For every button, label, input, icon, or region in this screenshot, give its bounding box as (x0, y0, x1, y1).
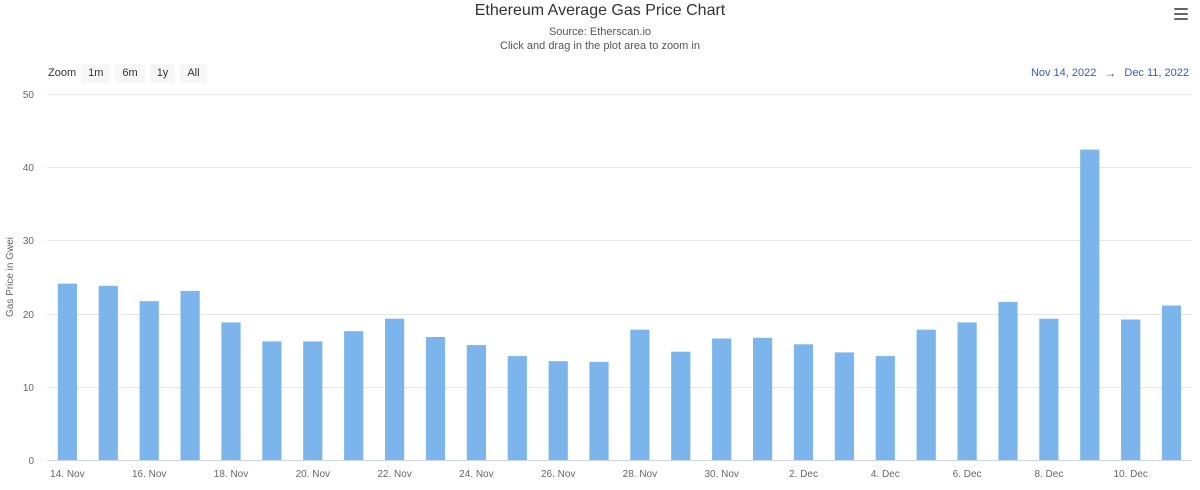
bar[interactable] (753, 337, 773, 460)
x-tick-label: 8. Dec (1034, 469, 1063, 480)
y-tick-label: 10 (23, 383, 35, 394)
bar[interactable] (98, 285, 118, 460)
x-tick-label: 6. Dec (953, 469, 982, 480)
menu-line (1174, 8, 1188, 10)
bar[interactable] (1161, 305, 1182, 461)
chart-zoom-hint: Click and drag in the plot area to zoom … (500, 40, 700, 52)
zoom-6m-button[interactable]: 6m (115, 63, 145, 83)
bar[interactable] (1080, 149, 1100, 460)
x-tick-label: 14. Nov (50, 469, 84, 480)
bars (57, 149, 1182, 461)
bar[interactable] (875, 356, 895, 460)
bar[interactable] (139, 301, 159, 460)
y-axis-title: Gas Price in Gwei (5, 237, 16, 317)
x-tick-label: 22. Nov (377, 469, 411, 480)
x-tick-label: 20. Nov (296, 469, 330, 480)
x-tick-label: 30. Nov (704, 469, 738, 480)
x-tick-label: 24. Nov (459, 469, 493, 480)
gridlines (47, 94, 1192, 461)
zoom-controls: Zoom 1m 6m 1y All (48, 63, 212, 83)
range-from-date[interactable]: Nov 14, 2022 (1030, 67, 1097, 79)
bar[interactable] (180, 290, 200, 460)
bar[interactable] (221, 322, 241, 460)
zoom-1y-button[interactable]: 1y (149, 63, 176, 83)
bar[interactable] (1039, 318, 1059, 460)
x-tick-label: 4. Dec (871, 469, 900, 480)
x-tick-label: 10. Dec (1113, 469, 1147, 480)
x-tick-label: 28. Nov (623, 469, 657, 480)
zoom-all-button[interactable]: All (180, 63, 207, 83)
bar[interactable] (712, 338, 732, 461)
menu-line (1174, 13, 1188, 15)
x-tick-label: 18. Nov (214, 469, 248, 480)
bar[interactable] (303, 341, 323, 460)
y-tick-label: 50 (23, 90, 35, 101)
y-tick-label: 20 (23, 310, 35, 321)
chart-title: Ethereum Average Gas Price Chart (474, 2, 726, 19)
y-tick-label: 0 (28, 456, 34, 467)
x-tick-label: 26. Nov (541, 469, 575, 480)
bar[interactable] (998, 301, 1018, 460)
axes: 0 10 20 30 40 50 14. Nov 16. Nov 18. Nov 20. Nov 2… (5, 90, 1192, 480)
bar[interactable] (630, 329, 650, 460)
x-tick-label: 2. Dec (789, 469, 818, 480)
zoom-1m-button[interactable]: 1m (81, 63, 111, 83)
bar[interactable] (957, 322, 977, 460)
bar[interactable] (589, 361, 609, 460)
hamburger-menu-icon[interactable] (1174, 8, 1188, 21)
menu-line (1174, 18, 1188, 20)
bar[interactable] (793, 344, 814, 460)
bar[interactable] (57, 283, 77, 460)
bar[interactable] (1121, 319, 1141, 461)
bar[interactable] (548, 361, 568, 460)
bar[interactable] (916, 329, 936, 460)
bar[interactable] (385, 318, 405, 460)
bar[interactable] (834, 352, 854, 460)
range-to-date[interactable]: Dec 11, 2022 (1124, 67, 1189, 79)
x-tick-label: 16. Nov (132, 469, 166, 480)
date-range: Nov 14, 2022 → Dec 11, 2022 (1031, 66, 1189, 80)
y-tick-label: 30 (23, 236, 35, 247)
bar[interactable] (671, 351, 691, 460)
bar[interactable] (262, 341, 282, 460)
bar[interactable] (466, 345, 486, 460)
bar[interactable] (507, 356, 527, 460)
zoom-label: Zoom (48, 67, 77, 79)
bar[interactable] (425, 337, 446, 460)
range-arrow-icon: → (1104, 66, 1117, 80)
chart-source: Source: Etherscan.io (548, 26, 652, 38)
bar[interactable] (344, 331, 364, 460)
y-tick-label: 40 (23, 163, 35, 174)
